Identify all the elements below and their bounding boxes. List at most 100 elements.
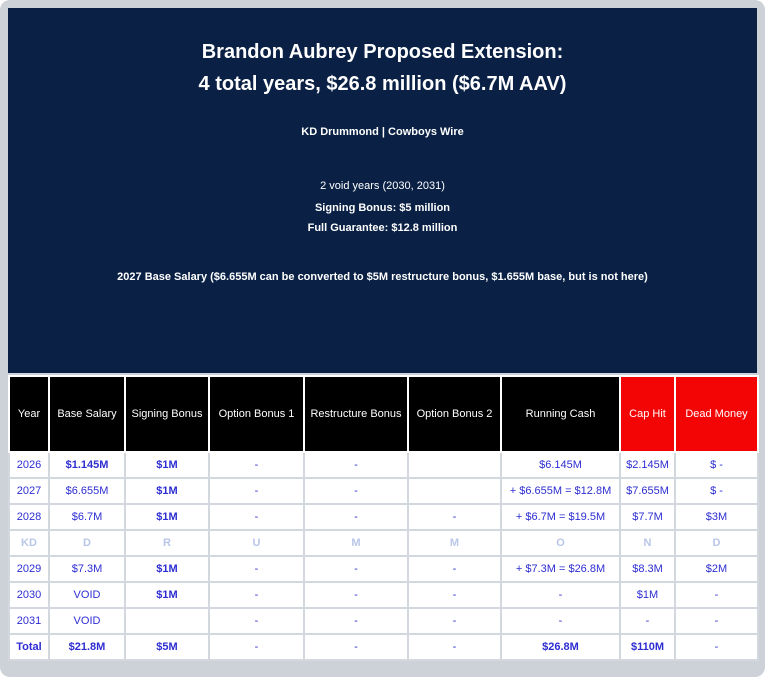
cell-restructure-bonus-year-row-2026: - (303, 451, 409, 479)
cell-option-bonus-1-year-row-2031: - (208, 607, 305, 635)
cell-option-bonus-2-year-row-2027 (407, 477, 502, 505)
page-title-line2: 4 total years, $26.8 million ($6.7M AAV) (198, 73, 567, 95)
cell-dead-money-year-row-2028: $3M (674, 503, 759, 531)
cell-dead-money-year-row-2026: $ - (674, 451, 759, 479)
cell-restructure-bonus-watermark-row: M (303, 529, 409, 557)
cell-signing-bonus-year-row-2030: $1M (124, 581, 210, 609)
cell-year-watermark-row: KD (8, 529, 50, 557)
cell-year-year-row-2030: 2030 (8, 581, 50, 609)
header-row: Year Base Salary Signing Bonus Option Bonus… (8, 375, 759, 453)
cell-running-cash-year-row-2027: + $6.655M = $12.8M (500, 477, 621, 505)
year-row-2026: 2026 $1.145M $1M - - $6.145M $2.145M $ - (8, 451, 759, 479)
cell-restructure-bonus-year-row-2027: - (303, 477, 409, 505)
column-header-restructure-bonus: Restructure Bonus (303, 375, 409, 453)
cell-year-total-row: Total (8, 633, 50, 661)
year-row-2027: 2027 $6.655M $1M - - + $6.655M = $12.8M $7.655… (8, 477, 759, 505)
contract-table-head: Year Base Salary Signing Bonus Option Bonus… (8, 375, 759, 453)
cell-cap-hit-year-row-2027: $7.655M (619, 477, 676, 505)
cell-dead-money-year-row-2027: $ - (674, 477, 759, 505)
cell-cap-hit-watermark-row: N (619, 529, 676, 557)
column-header-year: Year (8, 375, 50, 453)
cell-dead-money-year-row-2030: - (674, 581, 759, 609)
cell-year-year-row-2026: 2026 (8, 451, 50, 479)
cell-option-bonus-1-year-row-2027: - (208, 477, 305, 505)
byline: KD Drummond | Cowboys Wire (301, 126, 464, 138)
cell-option-bonus-1-year-row-2028: - (208, 503, 305, 531)
cell-cap-hit-year-row-2030: $1M (619, 581, 676, 609)
cell-base-salary-year-row-2027: $6.655M (48, 477, 126, 505)
cell-base-salary-year-row-2026: $1.145M (48, 451, 126, 479)
cell-signing-bonus-total-row: $5M (124, 633, 210, 661)
cell-signing-bonus-year-row-2028: $1M (124, 503, 210, 531)
cell-restructure-bonus-year-row-2031: - (303, 607, 409, 635)
signing-bonus-note: Signing Bonus: $5 million (314, 202, 451, 214)
cell-base-salary-year-row-2030: VOID (48, 581, 126, 609)
cell-option-bonus-1-year-row-2029: - (208, 555, 305, 583)
cell-dead-money-watermark-row: D (674, 529, 759, 557)
year-row-2028: 2028 $6.7M $1M - - - + $6.7M = $19.5M $7.7M $3M (8, 503, 759, 531)
cell-running-cash-watermark-row: O (500, 529, 621, 557)
void-years-note: 2 void years (2030, 2031) (320, 180, 445, 192)
column-header-base-salary: Base Salary (48, 375, 126, 453)
column-header-running-cash: Running Cash (500, 375, 621, 453)
cell-base-salary-watermark-row: D (48, 529, 126, 557)
cell-option-bonus-2-year-row-2026 (407, 451, 502, 479)
cell-restructure-bonus-year-row-2030: - (303, 581, 409, 609)
cell-option-bonus-1-year-row-2026: - (208, 451, 305, 479)
page-title-line1: Brandon Aubrey Proposed Extension: (201, 41, 564, 63)
total-row: Total $21.8M $5M - - - $26.8M $110M - (8, 633, 759, 661)
contract-table-body: 2026 $1.145M $1M - - $6.145M $2.145M $ -2027 $6.… (8, 451, 759, 661)
full-guarantee-note: Full Guarantee: $12.8 million (307, 222, 458, 234)
cell-base-salary-year-row-2031: VOID (48, 607, 126, 635)
cell-signing-bonus-watermark-row: R (124, 529, 210, 557)
cell-running-cash-year-row-2030: - (500, 581, 621, 609)
cell-base-salary-year-row-2029: $7.3M (48, 555, 126, 583)
column-header-signing-bonus: Signing Bonus (124, 375, 210, 453)
cell-dead-money-total-row: - (674, 633, 759, 661)
cell-running-cash-year-row-2031: - (500, 607, 621, 635)
column-header-option-bonus-2: Option Bonus 2 (407, 375, 502, 453)
cell-year-year-row-2028: 2028 (8, 503, 50, 531)
cell-year-year-row-2031: 2031 (8, 607, 50, 635)
cell-option-bonus-2-total-row: - (407, 633, 502, 661)
page-title: Brandon Aubrey Proposed Extension: 4 tot… (8, 8, 757, 100)
column-header-option-bonus-1: Option Bonus 1 (208, 375, 305, 453)
cell-cap-hit-year-row-2028: $7.7M (619, 503, 676, 531)
cell-signing-bonus-year-row-2027: $1M (124, 477, 210, 505)
cell-base-salary-year-row-2028: $6.7M (48, 503, 126, 531)
header-card: Brandon Aubrey Proposed Extension: 4 tot… (8, 8, 757, 373)
cell-option-bonus-2-year-row-2029: - (407, 555, 502, 583)
cell-signing-bonus-year-row-2031 (124, 607, 210, 635)
cell-option-bonus-2-watermark-row: M (407, 529, 502, 557)
cell-restructure-bonus-year-row-2029: - (303, 555, 409, 583)
cell-dead-money-year-row-2031: - (674, 607, 759, 635)
cell-signing-bonus-year-row-2026: $1M (124, 451, 210, 479)
column-header-cap-hit: Cap Hit (619, 375, 676, 453)
cell-running-cash-year-row-2028: + $6.7M = $19.5M (500, 503, 621, 531)
base-salary-conversion-note: 2027 Base Salary ($6.655M can be convert… (117, 271, 648, 283)
cell-cap-hit-year-row-2029: $8.3M (619, 555, 676, 583)
cell-running-cash-year-row-2029: + $7.3M = $26.8M (500, 555, 621, 583)
cell-option-bonus-1-watermark-row: U (208, 529, 305, 557)
cell-option-bonus-2-year-row-2031: - (407, 607, 502, 635)
cell-cap-hit-year-row-2026: $2.145M (619, 451, 676, 479)
column-header-dead-money: Dead Money (674, 375, 759, 453)
year-row-2030: 2030 VOID $1M - - - - $1M - (8, 581, 759, 609)
cell-cap-hit-year-row-2031: - (619, 607, 676, 635)
cell-option-bonus-1-year-row-2030: - (208, 581, 305, 609)
cell-restructure-bonus-year-row-2028: - (303, 503, 409, 531)
cell-restructure-bonus-total-row: - (303, 633, 409, 661)
cell-signing-bonus-year-row-2029: $1M (124, 555, 210, 583)
cell-year-year-row-2027: 2027 (8, 477, 50, 505)
cell-running-cash-total-row: $26.8M (500, 633, 621, 661)
cell-year-year-row-2029: 2029 (8, 555, 50, 583)
cell-running-cash-year-row-2026: $6.145M (500, 451, 621, 479)
watermark-row: KD D R U M M O N D (8, 529, 759, 557)
cell-option-bonus-2-year-row-2030: - (407, 581, 502, 609)
cell-base-salary-total-row: $21.8M (48, 633, 126, 661)
contract-table: Year Base Salary Signing Bonus Option Bonus… (8, 375, 759, 661)
year-row-2031: 2031 VOID - - - - - - (8, 607, 759, 635)
cell-dead-money-year-row-2029: $2M (674, 555, 759, 583)
cell-cap-hit-total-row: $110M (619, 633, 676, 661)
